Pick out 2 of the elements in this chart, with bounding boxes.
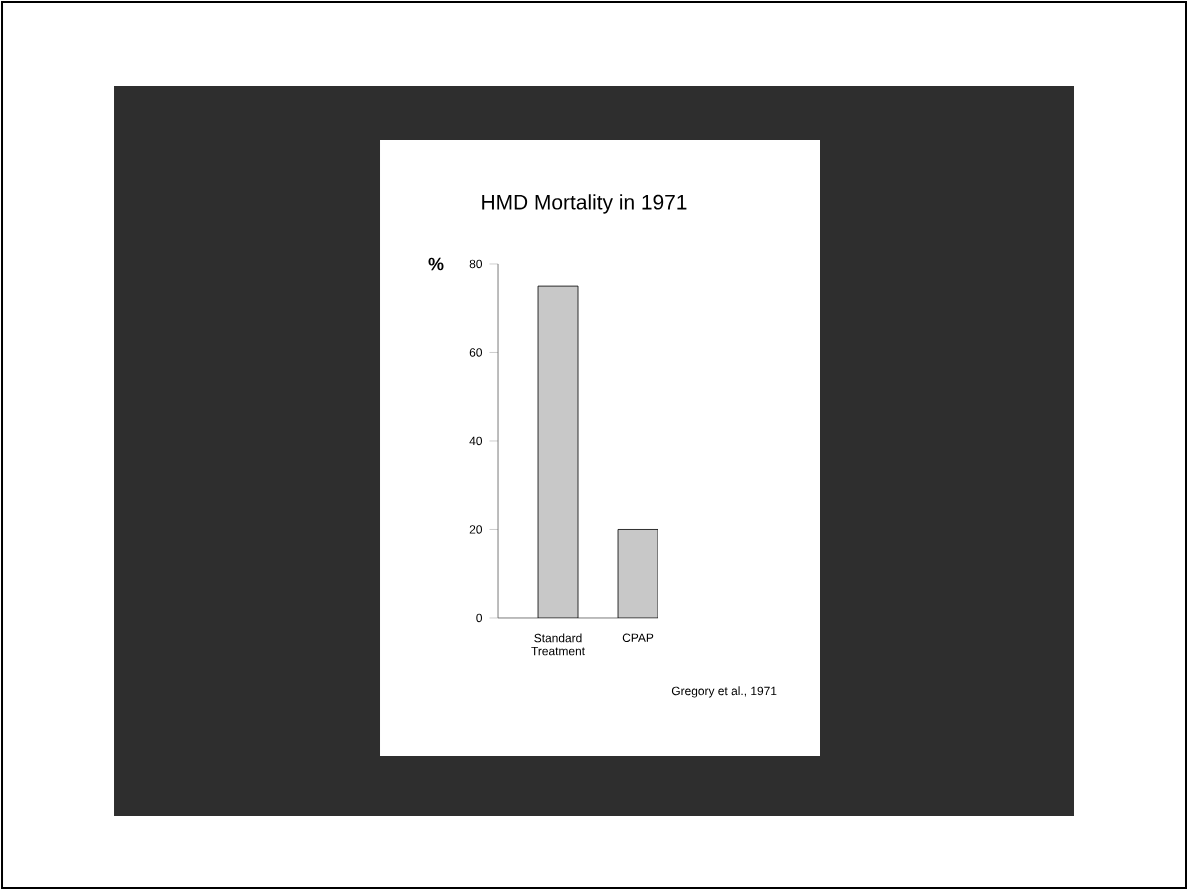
y-axis-title: % [428,257,444,271]
chart-title: HMD Mortality in 1971 [482,194,687,214]
